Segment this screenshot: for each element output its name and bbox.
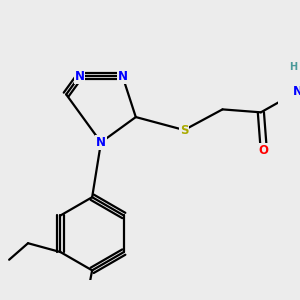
Text: N: N (74, 70, 85, 83)
Text: N: N (96, 136, 106, 149)
Text: N: N (292, 85, 300, 98)
Text: O: O (259, 144, 269, 157)
Text: H: H (289, 62, 297, 72)
Text: S: S (180, 124, 188, 136)
Text: N: N (118, 70, 128, 83)
